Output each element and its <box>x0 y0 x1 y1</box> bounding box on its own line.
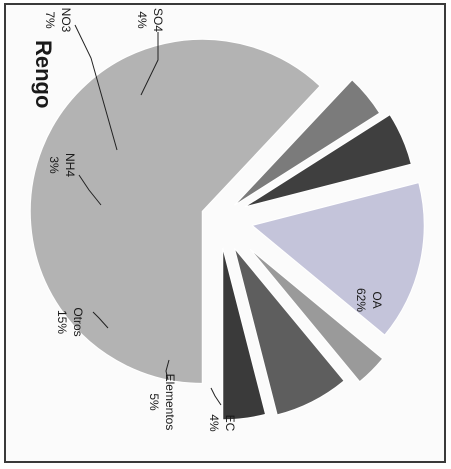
slice-value-so4: 4% <box>135 11 149 29</box>
slice-label-otros: Otros15% <box>55 307 85 336</box>
slice-name-ec: EC <box>223 415 237 432</box>
slice-name-elementos: Elementos <box>163 374 177 431</box>
slice-label-so4: SO44% <box>135 8 165 32</box>
slice-label-ec: EC4% <box>207 414 237 432</box>
slice-value-oa: 62% <box>354 288 368 312</box>
slice-value-nh4: 3% <box>47 156 61 174</box>
leader-line-otros <box>92 311 109 329</box>
leader-line-nh4 <box>78 174 102 206</box>
pie-slice-no3 <box>233 247 345 416</box>
leader-line-no3 <box>74 24 118 151</box>
slice-label-nh4: NH43% <box>47 153 77 177</box>
slice-name-oa: OA <box>370 291 384 308</box>
slice-value-elementos: 5% <box>147 393 161 411</box>
slice-value-ec: 4% <box>207 414 221 432</box>
slice-label-elementos: Elementos5% <box>147 374 177 431</box>
slice-name-nh4: NH4 <box>63 153 77 177</box>
leader-line-elementos <box>165 359 170 381</box>
leader-line-so4 <box>140 32 159 96</box>
pie-slice-elementos <box>244 114 412 208</box>
slice-label-no3: NO37% <box>43 8 73 33</box>
pie-slice-so4 <box>222 247 267 421</box>
slice-name-otros: Otros <box>71 307 85 336</box>
pie-slice-otros <box>251 182 425 336</box>
leader-line-ec <box>210 387 222 406</box>
slice-name-so4: SO4 <box>151 8 165 32</box>
chart-title: Rengo <box>31 40 56 108</box>
slice-name-no3: NO3 <box>59 8 73 33</box>
slice-label-oa: OA62% <box>354 288 384 312</box>
slice-value-otros: 15% <box>55 310 69 334</box>
pie-slice-oa <box>29 38 321 384</box>
pie-slice-nh4 <box>249 248 384 383</box>
slice-value-no3: 7% <box>43 11 57 29</box>
pie-slice-ec <box>234 79 381 206</box>
